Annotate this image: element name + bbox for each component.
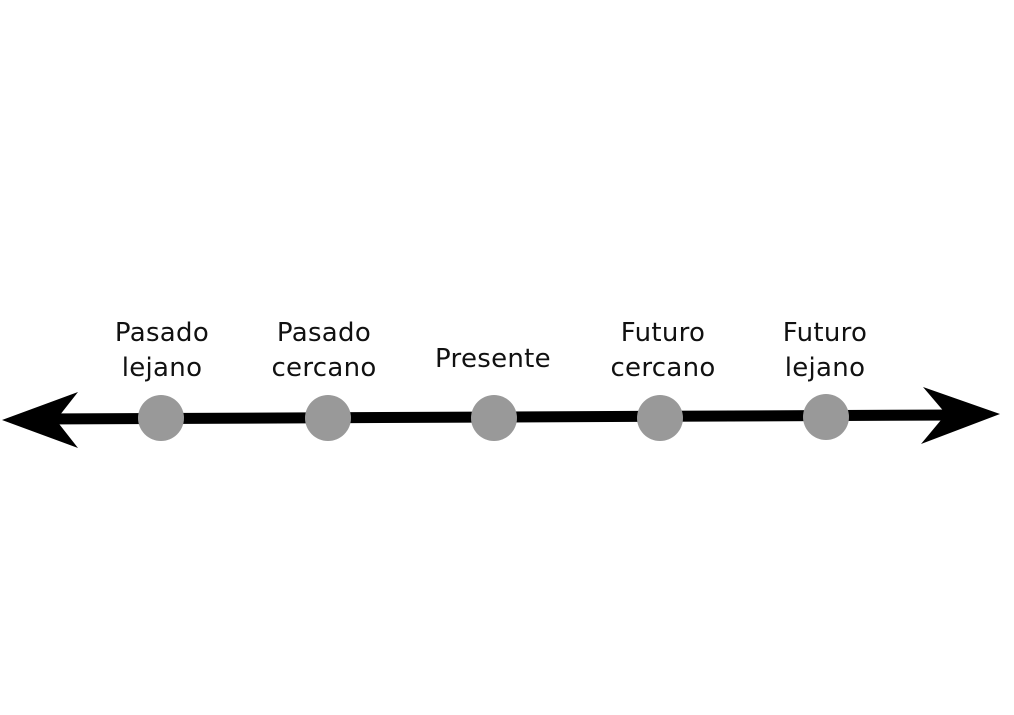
label-line: Pasado: [114, 318, 210, 348]
timeline-label-presente: Presente: [413, 342, 573, 377]
label-line: cercano: [271, 353, 377, 383]
timeline-marker-futuro-lejano: [803, 394, 849, 440]
label-line: Futuro: [782, 318, 868, 348]
timeline-marker-futuro-cercano: [637, 395, 683, 441]
timeline-label-pasado-cercano: Pasado cercano: [244, 316, 404, 386]
timeline-label-futuro-cercano: Futuro cercano: [583, 316, 743, 386]
timeline-marker-presente: [471, 395, 517, 441]
label-line: Futuro: [620, 318, 706, 348]
timeline-label-futuro-lejano: Futuro lejano: [745, 316, 905, 386]
label-line: cercano: [610, 353, 716, 383]
label-line: Pasado: [276, 318, 372, 348]
timeline-label-pasado-lejano: Pasado lejano: [82, 316, 242, 386]
timeline-marker-pasado-lejano: [138, 395, 184, 441]
right-arrow-icon: [921, 387, 1000, 444]
label-line: lejano: [121, 353, 203, 383]
timeline-marker-pasado-cercano: [305, 395, 351, 441]
left-arrow-icon: [2, 392, 78, 448]
label-line: lejano: [784, 353, 866, 383]
label-line: Presente: [435, 344, 551, 374]
